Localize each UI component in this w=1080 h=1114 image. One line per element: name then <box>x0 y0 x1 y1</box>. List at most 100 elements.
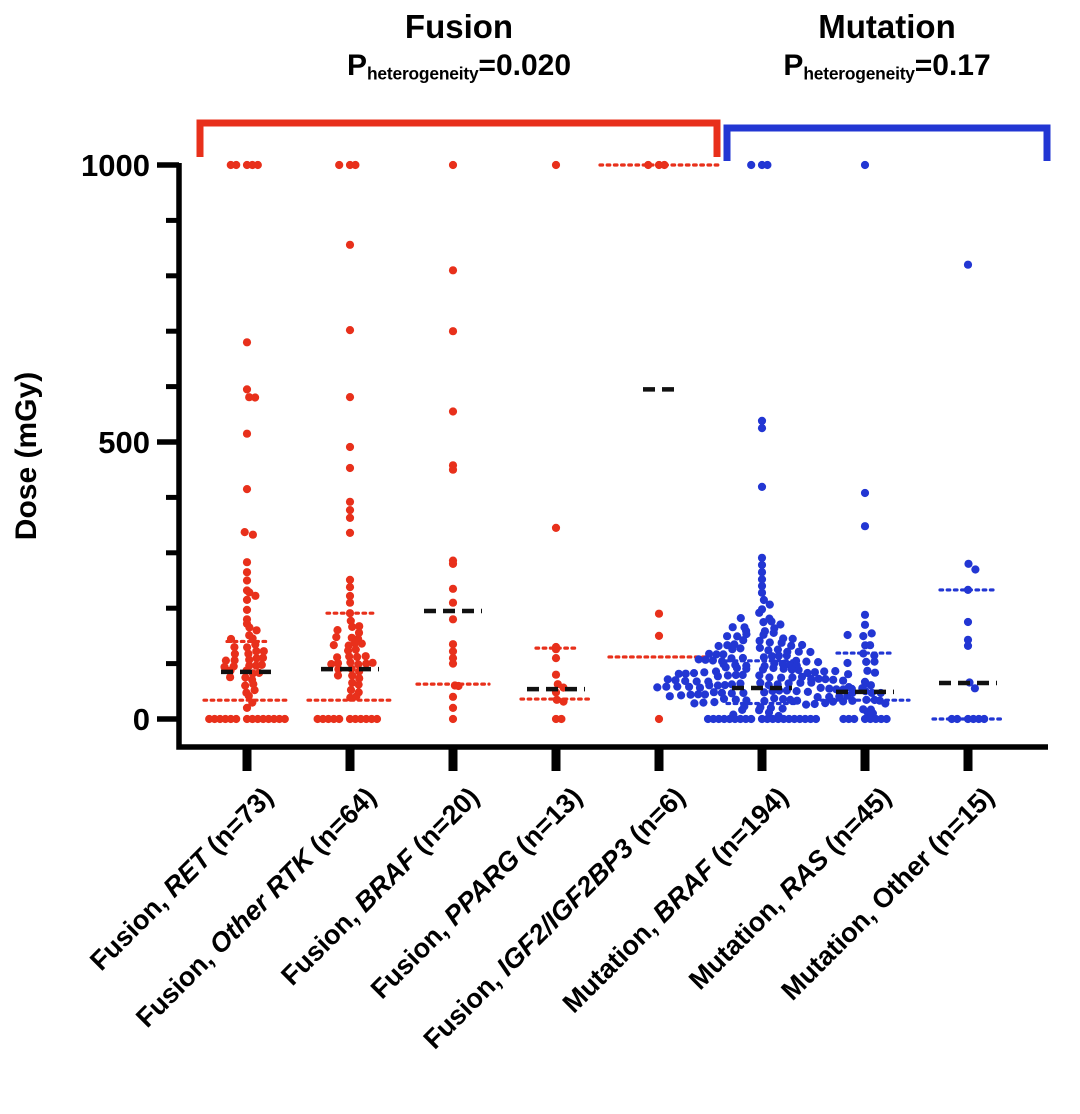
data-points <box>205 160 989 724</box>
data-point <box>839 676 848 685</box>
fusion-p-symbol: P <box>346 48 367 82</box>
data-point <box>765 638 774 647</box>
data-point <box>788 673 797 682</box>
data-point <box>782 651 791 660</box>
data-point <box>736 614 745 623</box>
data-point <box>351 160 360 170</box>
data-point <box>689 669 699 678</box>
data-point <box>332 633 341 642</box>
data-point <box>259 647 268 656</box>
fusion-group-header: Fusion Pheterogeneity=0.020 <box>259 8 659 83</box>
data-point <box>733 632 742 641</box>
data-point <box>860 160 870 170</box>
data-point <box>839 697 848 706</box>
data-point <box>448 640 458 649</box>
data-point <box>552 695 561 704</box>
data-point <box>244 691 253 701</box>
data-point <box>947 714 956 724</box>
data-point <box>757 575 767 584</box>
data-point <box>253 160 262 170</box>
data-point <box>829 675 838 684</box>
data-point <box>742 630 751 639</box>
data-point <box>756 678 765 688</box>
data-point <box>448 615 458 624</box>
data-point <box>758 665 768 674</box>
fusion-p-heterogeneity: Pheterogeneity=0.020 <box>259 49 659 84</box>
data-point <box>245 588 254 597</box>
data-point <box>245 655 254 664</box>
data-point <box>250 686 259 695</box>
data-point <box>727 654 736 663</box>
data-point <box>221 656 230 665</box>
data-point <box>963 585 973 595</box>
data-point <box>677 691 686 700</box>
data-point <box>719 694 729 704</box>
data-point <box>720 681 730 690</box>
group-brackets <box>196 119 1051 161</box>
data-point <box>782 686 792 695</box>
data-point <box>802 700 811 709</box>
data-point <box>881 699 890 708</box>
data-point <box>755 643 765 653</box>
data-point <box>828 697 838 706</box>
data-point <box>862 695 871 705</box>
data-point <box>794 647 803 656</box>
data-point <box>810 699 819 709</box>
data-point <box>860 488 870 498</box>
data-point <box>257 660 266 670</box>
data-point <box>757 560 767 570</box>
data-point <box>348 622 357 632</box>
data-point <box>803 687 813 697</box>
data-point <box>345 513 355 523</box>
data-point <box>757 482 767 491</box>
data-point <box>727 689 736 698</box>
data-point <box>205 714 214 724</box>
data-point <box>764 646 773 655</box>
axes: 0 500 1000 <box>81 148 1048 771</box>
data-point <box>755 608 764 617</box>
data-point <box>770 694 779 703</box>
data-point <box>757 568 767 577</box>
data-point <box>755 706 764 715</box>
data-point <box>448 598 458 607</box>
data-point <box>738 670 747 680</box>
data-point <box>882 714 891 724</box>
data-point <box>721 663 730 672</box>
data-point <box>355 674 364 683</box>
data-point <box>252 647 261 656</box>
data-point <box>242 703 252 713</box>
data-point <box>747 160 756 170</box>
mutation-group-title: Mutation <box>818 8 956 45</box>
axis-frame <box>176 163 1048 750</box>
data-point <box>448 407 458 416</box>
data-point <box>226 160 235 170</box>
data-point <box>816 683 825 693</box>
y-tick-label: 0 <box>133 702 150 737</box>
data-point <box>870 651 879 660</box>
data-point <box>327 660 336 669</box>
data-point <box>448 266 458 275</box>
data-point <box>454 681 463 691</box>
data-point <box>345 609 355 618</box>
data-point <box>728 645 737 654</box>
data-point <box>230 643 239 652</box>
data-point <box>559 697 568 706</box>
quartile-lines <box>202 163 1005 721</box>
data-point <box>739 636 748 645</box>
data-point <box>786 695 795 705</box>
data-point <box>806 647 815 657</box>
data-point <box>346 658 355 667</box>
data-point <box>963 617 973 627</box>
data-point <box>345 393 355 402</box>
data-point <box>763 160 772 170</box>
data-point <box>242 595 252 605</box>
data-point <box>701 655 710 664</box>
data-point <box>963 635 973 644</box>
data-point <box>757 588 767 597</box>
data-point <box>220 662 229 672</box>
mutation-bracket <box>723 124 1051 161</box>
data-point <box>258 653 268 662</box>
data-point <box>353 652 362 662</box>
data-point <box>242 385 252 394</box>
data-point <box>844 670 853 679</box>
